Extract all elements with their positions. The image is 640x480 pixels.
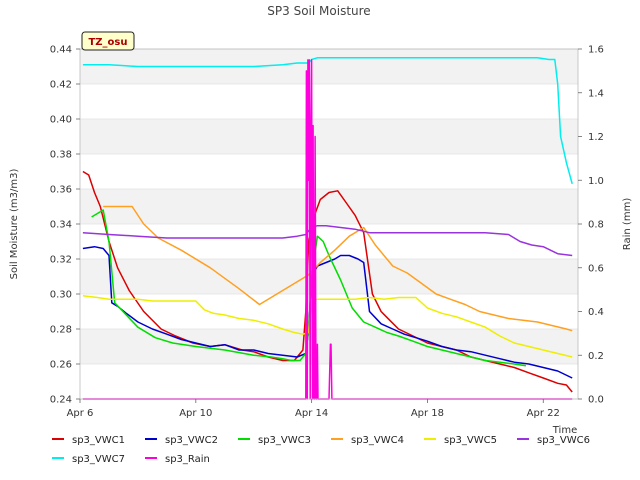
y-tick-label: 0.28 — [50, 325, 72, 336]
y-tick-label: 0.44 — [50, 45, 72, 56]
y2-tick-label: 0.4 — [588, 307, 604, 318]
y-tick-label: 0.34 — [50, 220, 72, 231]
y2-tick-label: 0.8 — [588, 220, 604, 231]
legend-label: sp3_VWC4 — [351, 435, 404, 446]
y2-tick-label: 0.2 — [588, 351, 604, 362]
legend-item: sp3_VWC4 — [331, 435, 404, 446]
legend-item: sp3_Rain — [145, 454, 210, 465]
x-tick-label: Apr 22 — [527, 408, 560, 419]
band — [80, 189, 578, 224]
x-axis-ticks: Apr 6 Apr 10 Apr 14 Apr 18 Apr 22 — [67, 399, 560, 419]
y-tick-label: 0.24 — [50, 395, 72, 406]
legend-item: sp3_VWC5 — [424, 435, 497, 446]
band — [80, 84, 578, 119]
series-line-sp3-vwc7 — [82, 57, 573, 184]
x-tick-label: Apr 6 — [67, 408, 94, 419]
legend-label: sp3_VWC1 — [72, 435, 125, 446]
chart-title: SP3 Soil Moisture — [267, 4, 370, 18]
legend-label: sp3_VWC5 — [444, 435, 497, 446]
y-tick-label: 0.30 — [50, 290, 72, 301]
legend-item: sp3_VWC7 — [52, 454, 125, 465]
legend-item: sp3_VWC2 — [145, 435, 218, 446]
legend-item: sp3_VWC1 — [52, 435, 125, 446]
band — [80, 224, 578, 259]
legend-item: sp3_VWC3 — [238, 435, 311, 446]
y2-tick-label: 1.6 — [588, 45, 604, 56]
y-tick-label: 0.42 — [50, 80, 72, 91]
legend-label: sp3_Rain — [165, 454, 210, 465]
legend: sp3_VWC1 sp3_VWC2 sp3_VWC3 sp3_VWC4 sp3_VWC5… — [52, 435, 590, 465]
y2-tick-label: 1.4 — [588, 88, 604, 99]
x-axis-label: Time — [552, 425, 577, 436]
y-tick-label: 0.36 — [50, 185, 72, 196]
series-line-sp3-vwc6 — [82, 224, 573, 257]
legend-item: sp3_VWC6 — [517, 435, 590, 446]
legend-label: sp3_VWC2 — [165, 435, 218, 446]
y2-tick-label: 0.0 — [588, 395, 604, 406]
y2-tick-label: 1.0 — [588, 176, 604, 187]
band — [80, 259, 578, 294]
site-tag: TZ_osu — [81, 31, 135, 51]
legend-label: sp3_VWC3 — [258, 435, 311, 446]
y-tick-label: 0.32 — [50, 255, 72, 266]
site-tag-label: TZ_osu — [88, 37, 127, 48]
left-axis-ticks: 0.24 0.26 0.28 0.30 0.32 0.34 0.36 0.38 0.40 0.42… — [50, 45, 80, 406]
y2-axis-label: Rain (mm) — [622, 198, 633, 251]
y2-tick-label: 1.2 — [588, 132, 604, 143]
y2-tick-label: 0.6 — [588, 263, 604, 274]
x-tick-label: Apr 18 — [411, 408, 444, 419]
x-tick-label: Apr 10 — [179, 408, 212, 419]
band — [80, 119, 578, 154]
band — [80, 154, 578, 189]
y-tick-label: 0.26 — [50, 360, 72, 371]
series-line-sp3-vwc4 — [103, 205, 573, 332]
x-tick-label: Apr 14 — [295, 408, 328, 419]
legend-label: sp3_VWC7 — [72, 454, 125, 465]
y-tick-label: 0.38 — [50, 150, 72, 161]
right-axis-ticks: 0.0 0.2 0.4 0.6 0.8 1.0 1.2 1.4 1.6 — [578, 45, 604, 406]
band — [80, 329, 578, 364]
legend-label: sp3_VWC6 — [537, 435, 590, 446]
y-axis-label: Soil Moisture (m3/m3) — [9, 169, 20, 280]
series-line-sp3-rain — [82, 59, 573, 400]
background-bands — [80, 49, 578, 399]
y-tick-label: 0.40 — [50, 115, 72, 126]
series-layer — [82, 57, 573, 400]
